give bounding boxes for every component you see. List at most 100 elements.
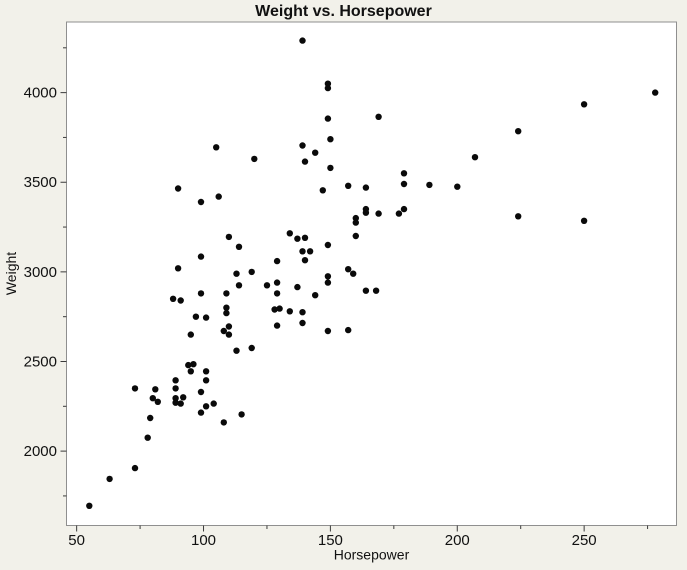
data-point[interactable]: [312, 149, 319, 156]
data-point[interactable]: [375, 210, 382, 217]
data-point[interactable]: [324, 115, 332, 122]
data-point[interactable]: [400, 170, 408, 177]
data-point[interactable]: [652, 89, 659, 96]
data-point[interactable]: [223, 304, 230, 311]
data-point[interactable]: [172, 377, 179, 384]
data-point[interactable]: [324, 241, 332, 249]
data-point[interactable]: [426, 181, 433, 189]
data-point[interactable]: [197, 290, 205, 297]
data-point[interactable]: [197, 253, 205, 260]
data-point[interactable]: [187, 331, 194, 338]
data-point[interactable]: [580, 101, 588, 108]
data-point[interactable]: [271, 306, 278, 313]
data-point[interactable]: [352, 219, 359, 226]
data-point[interactable]: [106, 475, 113, 483]
data-point[interactable]: [192, 313, 200, 320]
data-point[interactable]: [273, 279, 281, 286]
data-point[interactable]: [273, 290, 281, 297]
data-point[interactable]: [286, 308, 293, 315]
data-point[interactable]: [301, 234, 309, 241]
data-point[interactable]: [515, 128, 522, 135]
data-point[interactable]: [327, 164, 334, 172]
data-point[interactable]: [202, 314, 210, 321]
data-point[interactable]: [327, 136, 334, 143]
data-point[interactable]: [362, 209, 370, 216]
data-point[interactable]: [197, 388, 205, 396]
data-point[interactable]: [273, 257, 281, 265]
data-point[interactable]: [177, 297, 184, 304]
data-point[interactable]: [324, 84, 332, 92]
data-point[interactable]: [299, 37, 306, 44]
data-point[interactable]: [324, 279, 332, 286]
data-point[interactable]: [233, 270, 240, 277]
data-point[interactable]: [345, 326, 352, 334]
data-point[interactable]: [362, 287, 370, 294]
data-point[interactable]: [187, 368, 194, 375]
data-point[interactable]: [223, 309, 230, 317]
data-point[interactable]: [312, 292, 319, 299]
data-point[interactable]: [210, 400, 217, 407]
data-point[interactable]: [86, 502, 93, 509]
data-point[interactable]: [144, 434, 151, 441]
data-point[interactable]: [400, 205, 408, 213]
data-point[interactable]: [299, 319, 306, 327]
data-point[interactable]: [225, 233, 233, 241]
data-point[interactable]: [213, 144, 220, 151]
data-point[interactable]: [202, 377, 210, 384]
data-point[interactable]: [352, 232, 359, 240]
data-point[interactable]: [471, 154, 479, 161]
data-point[interactable]: [251, 155, 258, 163]
data-point[interactable]: [580, 217, 588, 224]
data-point[interactable]: [350, 270, 357, 277]
data-point[interactable]: [235, 282, 243, 289]
data-point[interactable]: [299, 142, 306, 149]
data-point[interactable]: [147, 414, 154, 422]
data-point[interactable]: [299, 309, 306, 316]
data-point[interactable]: [306, 248, 314, 255]
data-point[interactable]: [276, 305, 283, 312]
data-point[interactable]: [202, 403, 210, 410]
data-point[interactable]: [238, 411, 245, 418]
data-point[interactable]: [294, 235, 301, 242]
data-point[interactable]: [180, 394, 187, 401]
data-point[interactable]: [169, 295, 177, 302]
data-point[interactable]: [225, 331, 233, 338]
data-point[interactable]: [152, 386, 159, 393]
data-point[interactable]: [375, 113, 382, 121]
data-point[interactable]: [248, 268, 255, 276]
data-point[interactable]: [131, 464, 139, 472]
data-point[interactable]: [172, 385, 179, 392]
data-point[interactable]: [362, 184, 370, 191]
data-point[interactable]: [248, 344, 255, 352]
data-point[interactable]: [301, 257, 309, 264]
data-point[interactable]: [225, 323, 233, 330]
data-point[interactable]: [324, 273, 332, 280]
data-point[interactable]: [454, 183, 461, 190]
data-point[interactable]: [172, 399, 179, 406]
data-point[interactable]: [515, 213, 522, 220]
data-point[interactable]: [202, 368, 210, 375]
data-point[interactable]: [273, 322, 281, 329]
data-point[interactable]: [395, 210, 403, 217]
data-point[interactable]: [185, 361, 192, 369]
data-point[interactable]: [172, 395, 179, 402]
data-point[interactable]: [215, 193, 222, 200]
data-point[interactable]: [319, 187, 326, 194]
data-point[interactable]: [190, 361, 197, 368]
data-point[interactable]: [301, 158, 309, 165]
data-point[interactable]: [223, 290, 230, 297]
data-point[interactable]: [174, 265, 182, 272]
data-point[interactable]: [235, 243, 243, 250]
data-point[interactable]: [197, 198, 205, 206]
data-point[interactable]: [263, 282, 271, 289]
data-point[interactable]: [286, 230, 293, 237]
data-point[interactable]: [345, 266, 352, 273]
data-point[interactable]: [299, 248, 306, 255]
data-point[interactable]: [400, 180, 408, 188]
data-point[interactable]: [154, 398, 161, 405]
data-point[interactable]: [149, 395, 156, 402]
data-point[interactable]: [345, 182, 352, 189]
data-point[interactable]: [324, 327, 332, 335]
data-point[interactable]: [220, 327, 227, 335]
data-point[interactable]: [233, 347, 240, 354]
